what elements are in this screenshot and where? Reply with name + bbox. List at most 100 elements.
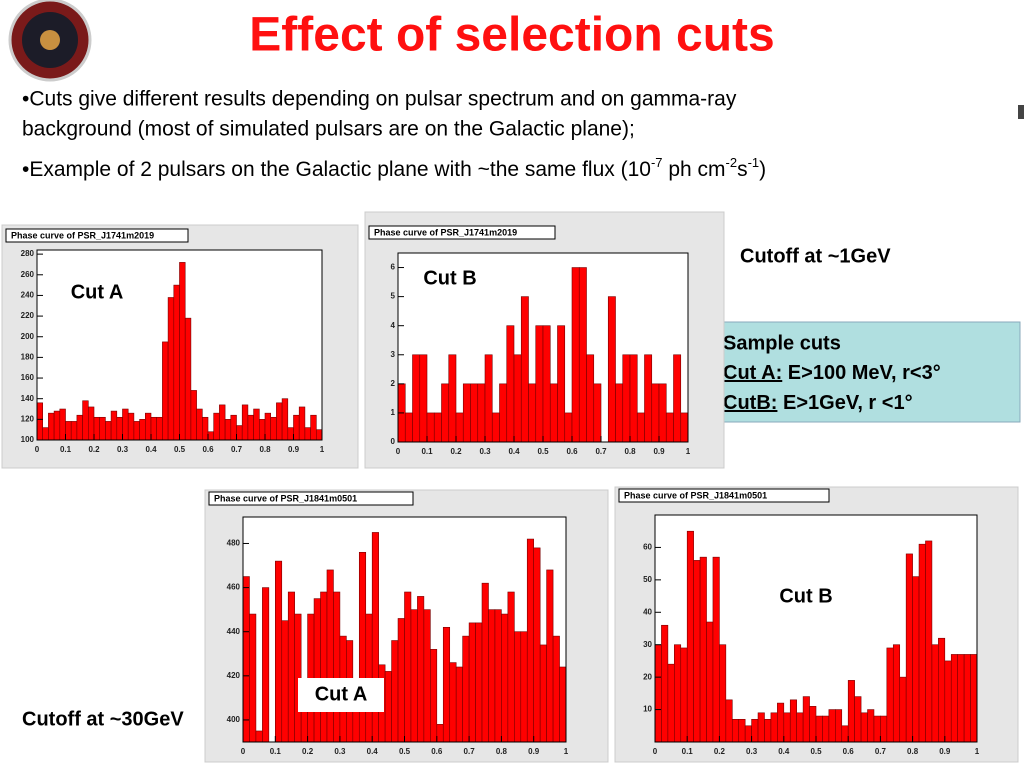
x-tick-label: 0: [653, 747, 658, 756]
bar: [738, 718, 746, 743]
y-tick-label: 2: [391, 379, 396, 388]
y-tick-label: 3: [391, 350, 396, 359]
bar: [313, 598, 321, 743]
x-tick-label: 1: [320, 445, 325, 454]
bar: [526, 538, 534, 743]
bar: [202, 416, 209, 441]
bar: [470, 383, 479, 443]
bar: [236, 425, 243, 441]
title-box: [618, 488, 830, 503]
x-tick-label: 0.6: [566, 447, 578, 456]
y-tick-label: 240: [21, 291, 35, 300]
bar: [571, 267, 580, 443]
x-tick-label: 1: [564, 747, 569, 756]
x-tick-label: 0.5: [810, 747, 822, 756]
chart-panel: Phase curve of PSR_J1841m050110203040506…: [614, 486, 1019, 763]
x-tick-label: 0.4: [508, 447, 520, 456]
bar: [255, 730, 263, 743]
x-tick-label: 0.4: [145, 445, 157, 454]
bar: [507, 591, 515, 743]
x-tick-label: 0: [241, 747, 246, 756]
bullet-line: •Cuts give different results depending o…: [22, 88, 737, 111]
bar: [320, 591, 328, 743]
bar: [433, 412, 442, 443]
bar: [230, 414, 237, 441]
bar: [310, 414, 317, 441]
bar: [281, 398, 289, 441]
bar: [219, 404, 226, 441]
bar: [448, 354, 457, 443]
y-tick-label: 440: [227, 627, 241, 636]
bar: [938, 637, 946, 743]
text: ph cm: [663, 158, 726, 181]
bar: [673, 354, 682, 443]
x-tick-label: 0.7: [595, 447, 607, 456]
bar: [247, 414, 254, 441]
bar: [828, 709, 836, 743]
bar: [783, 712, 791, 743]
bar: [262, 587, 270, 743]
bar: [145, 412, 152, 441]
bar: [686, 530, 694, 743]
y-tick-label: 50: [643, 575, 652, 584]
bar: [417, 596, 425, 743]
x-tick-label: 0.9: [939, 747, 951, 756]
bar: [535, 325, 544, 443]
bar: [326, 569, 334, 743]
title-box: [208, 491, 414, 506]
bar: [110, 410, 118, 441]
x-tick-label: 0.1: [682, 747, 694, 756]
bar: [680, 647, 688, 743]
bar: [835, 709, 843, 743]
bar: [441, 383, 450, 443]
bar: [557, 325, 566, 443]
bar: [82, 400, 89, 441]
bar: [264, 412, 271, 441]
bar: [546, 569, 554, 743]
bar: [270, 416, 277, 441]
bar: [615, 383, 624, 443]
bar: [667, 663, 675, 743]
bar: [491, 412, 500, 443]
y-tick-label: 120: [21, 414, 35, 423]
logo: [8, 0, 92, 82]
bar: [533, 547, 541, 743]
bar: [867, 709, 875, 743]
bar: [764, 718, 772, 743]
bar: [719, 644, 727, 743]
bar: [184, 317, 192, 441]
bar: [905, 553, 913, 743]
bar: [488, 609, 496, 743]
y-tick-label: 160: [21, 373, 35, 382]
bar: [586, 354, 595, 443]
y-tick-label: 180: [21, 353, 35, 362]
bar: [506, 325, 515, 443]
cut-label: Cut B: [423, 267, 476, 289]
bar: [770, 712, 778, 743]
bar: [477, 383, 486, 443]
bar: [127, 412, 135, 441]
bar: [224, 419, 232, 441]
y-tick-label: 0: [391, 437, 396, 446]
cut-text: E>100 MeV, r<3°: [782, 362, 941, 384]
bar: [475, 622, 483, 743]
x-tick-label: 0.2: [450, 447, 462, 456]
y-tick-label: 420: [227, 671, 241, 680]
bar: [658, 383, 667, 443]
y-tick-label: 40: [643, 607, 652, 616]
bar: [777, 702, 785, 743]
chart-title: Phase curve of PSR_J1741m2019: [374, 227, 517, 237]
bar: [552, 635, 560, 743]
chart-title: Phase curve of PSR_J1841m0501: [624, 490, 767, 500]
bar: [873, 715, 881, 743]
x-tick-label: 0.6: [202, 445, 214, 454]
bar: [455, 666, 463, 743]
chart-title: Phase curve of PSR_J1841m0501: [214, 493, 357, 503]
bar: [391, 640, 399, 743]
bar: [293, 414, 300, 441]
bar: [644, 354, 653, 443]
x-tick-label: 0.7: [464, 747, 476, 756]
cut-label-box: [762, 580, 850, 614]
x-tick-label: 0.8: [259, 445, 271, 454]
bar: [725, 699, 733, 743]
